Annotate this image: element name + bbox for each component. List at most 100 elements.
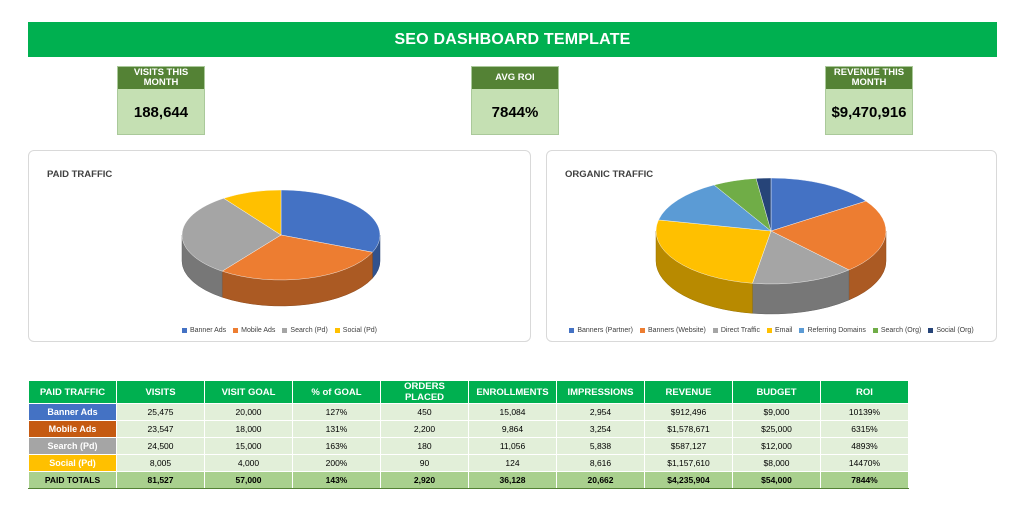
table-header-cell: % of GOAL [292,380,381,404]
table-row: Search (Pd) 24,500 15,000 163% 180 11,056 5,83… [28,437,909,455]
legend-swatch [712,328,718,333]
kpi-visits-label: VISITS THIS MONTH [118,67,204,89]
table-cell: 163% [292,437,381,455]
table-cell: 4893% [820,437,909,455]
table-row: Social (Pd) 8,005 4,000 200% 90 124 8,616 $1,15… [28,454,909,472]
table-cell: 90 [380,454,469,472]
legend-swatch [334,328,340,333]
table-cell: 15,084 [468,403,557,421]
totals-cell: 143% [292,471,381,489]
totals-cell: $4,235,904 [644,471,733,489]
table-totals-row: PAID TOTALS 81,527 57,000 143% 2,920 36,128 20… [28,471,909,489]
paid-traffic-chart-title: PAID TRAFFIC [47,169,113,180]
table-header-cell: PAID TRAFFIC [28,380,117,404]
legend-item: Banners (Partner) [569,327,633,334]
legend-item: Email [766,327,793,334]
legend-item: Social (Pd) [334,327,378,334]
legend-label: Search (Org) [880,327,922,334]
legend-label: Social (Org) [936,327,974,334]
legend-swatch [569,328,575,333]
legend-label: Social (Pd) [342,327,378,334]
legend-item: Search (Pd) [282,327,328,334]
totals-cell: $54,000 [732,471,821,489]
table-cell: 4,000 [204,454,293,472]
organic-traffic-legend: Banners (Partner) Banners (Website) Direct… [547,327,996,334]
table-cell: 23,547 [116,420,205,438]
table-header-cell: REVENUE [644,380,733,404]
table-cell: 8,005 [116,454,205,472]
kpi-visits-value: 188,644 [133,103,189,121]
legend-label: Email [774,327,793,334]
dashboard-title: SEO DASHBOARD TEMPLATE [28,22,997,57]
pie-slice-search-pd- [181,198,282,272]
kpi-roi-value: 7844% [491,103,539,121]
legend-swatch [639,328,645,333]
table-cell: 18,000 [204,420,293,438]
table-cell: 15,000 [204,437,293,455]
legend-swatch [181,328,187,333]
table-cell: 2,200 [380,420,469,438]
table-cell: 11,056 [468,437,557,455]
table-cell: 127% [292,403,381,421]
kpi-revenue-value: $9,470,916 [831,103,907,121]
table-cell: 14470% [820,454,909,472]
legend-label: Banners (Partner) [577,327,633,334]
table-row-label: Mobile Ads [28,420,117,438]
totals-cell: 20,662 [556,471,645,489]
totals-cell: 7844% [820,471,909,489]
table-row-label: Social (Pd) [28,454,117,472]
totals-cell: 2,920 [380,471,469,489]
table-cell: 10139% [820,403,909,421]
organic-traffic-chart-title: ORGANIC TRAFFIC [565,169,654,180]
table-cell: 9,864 [468,420,557,438]
organic-traffic-pie [655,177,887,315]
totals-cell: 57,000 [204,471,293,489]
table-cell: 25,475 [116,403,205,421]
table-cell: $8,000 [732,454,821,472]
table-cell: 20,000 [204,403,293,421]
table-cell: $9,000 [732,403,821,421]
pie-slice-banners-website- [770,200,887,271]
legend-label: Direct Traffic [720,327,760,334]
table-cell: 6315% [820,420,909,438]
paid-traffic-chart: PAID TRAFFIC Banner Ads Mobile Ads Search … [28,150,531,342]
table-cell: 200% [292,454,381,472]
legend-swatch [928,328,934,333]
table-header-cell: BUDGET [732,380,821,404]
table-header-cell: IMPRESSIONS [556,380,645,404]
pie-slice-social-org- [755,177,772,232]
paid-traffic-legend: Banner Ads Mobile Ads Search (Pd) Social (P… [29,327,530,334]
legend-swatch [233,328,239,333]
table-header-cell: ROI [820,380,909,404]
table-header-cell: ORDERS PLACED [380,380,469,404]
legend-swatch [282,328,288,333]
table-row-label: Banner Ads [28,403,117,421]
totals-cell: 36,128 [468,471,557,489]
legend-item: Search (Org) [872,327,922,334]
table-cell: 131% [292,420,381,438]
kpi-visits-card: VISITS THIS MONTH 188,644 [117,66,205,135]
totals-cell: 81,527 [116,471,205,489]
table-header-cell: ENROLLMENTS [468,380,557,404]
table-cell: 450 [380,403,469,421]
table-cell: 180 [380,437,469,455]
legend-label: Mobile Ads [241,327,276,334]
organic-traffic-chart: ORGANIC TRAFFIC Banners (Partner) Banners… [546,150,997,342]
table-cell: 3,254 [556,420,645,438]
legend-label: Banners (Website) [647,327,706,334]
legend-item: Mobile Ads [233,327,275,334]
pie-slice-mobile-ads [221,234,373,281]
pie-slice-referring-domains [658,184,772,232]
legend-label: Banner Ads [189,327,227,334]
table-row-label: Search (Pd) [28,437,117,455]
legend-item: Referring Domains [799,327,866,334]
table-header-row: PAID TRAFFIC VISITS VISIT GOAL% of GOAL ORD… [28,380,909,404]
legend-swatch [872,328,878,333]
legend-item: Banners (Website) [639,327,706,334]
legend-item: Social (Org) [928,327,974,334]
legend-item: Direct Traffic [712,327,760,334]
table-cell: $912,496 [644,403,733,421]
table-row: Mobile Ads 23,547 18,000 131% 2,200 9,864 3,25… [28,420,909,438]
table-cell: 2,954 [556,403,645,421]
kpi-revenue-card: REVENUE THIS MONTH $9,470,916 [825,66,913,135]
